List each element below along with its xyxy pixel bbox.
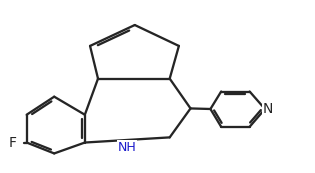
Text: NH: NH bbox=[118, 141, 137, 154]
Text: N: N bbox=[263, 102, 273, 116]
Text: F: F bbox=[9, 135, 17, 149]
